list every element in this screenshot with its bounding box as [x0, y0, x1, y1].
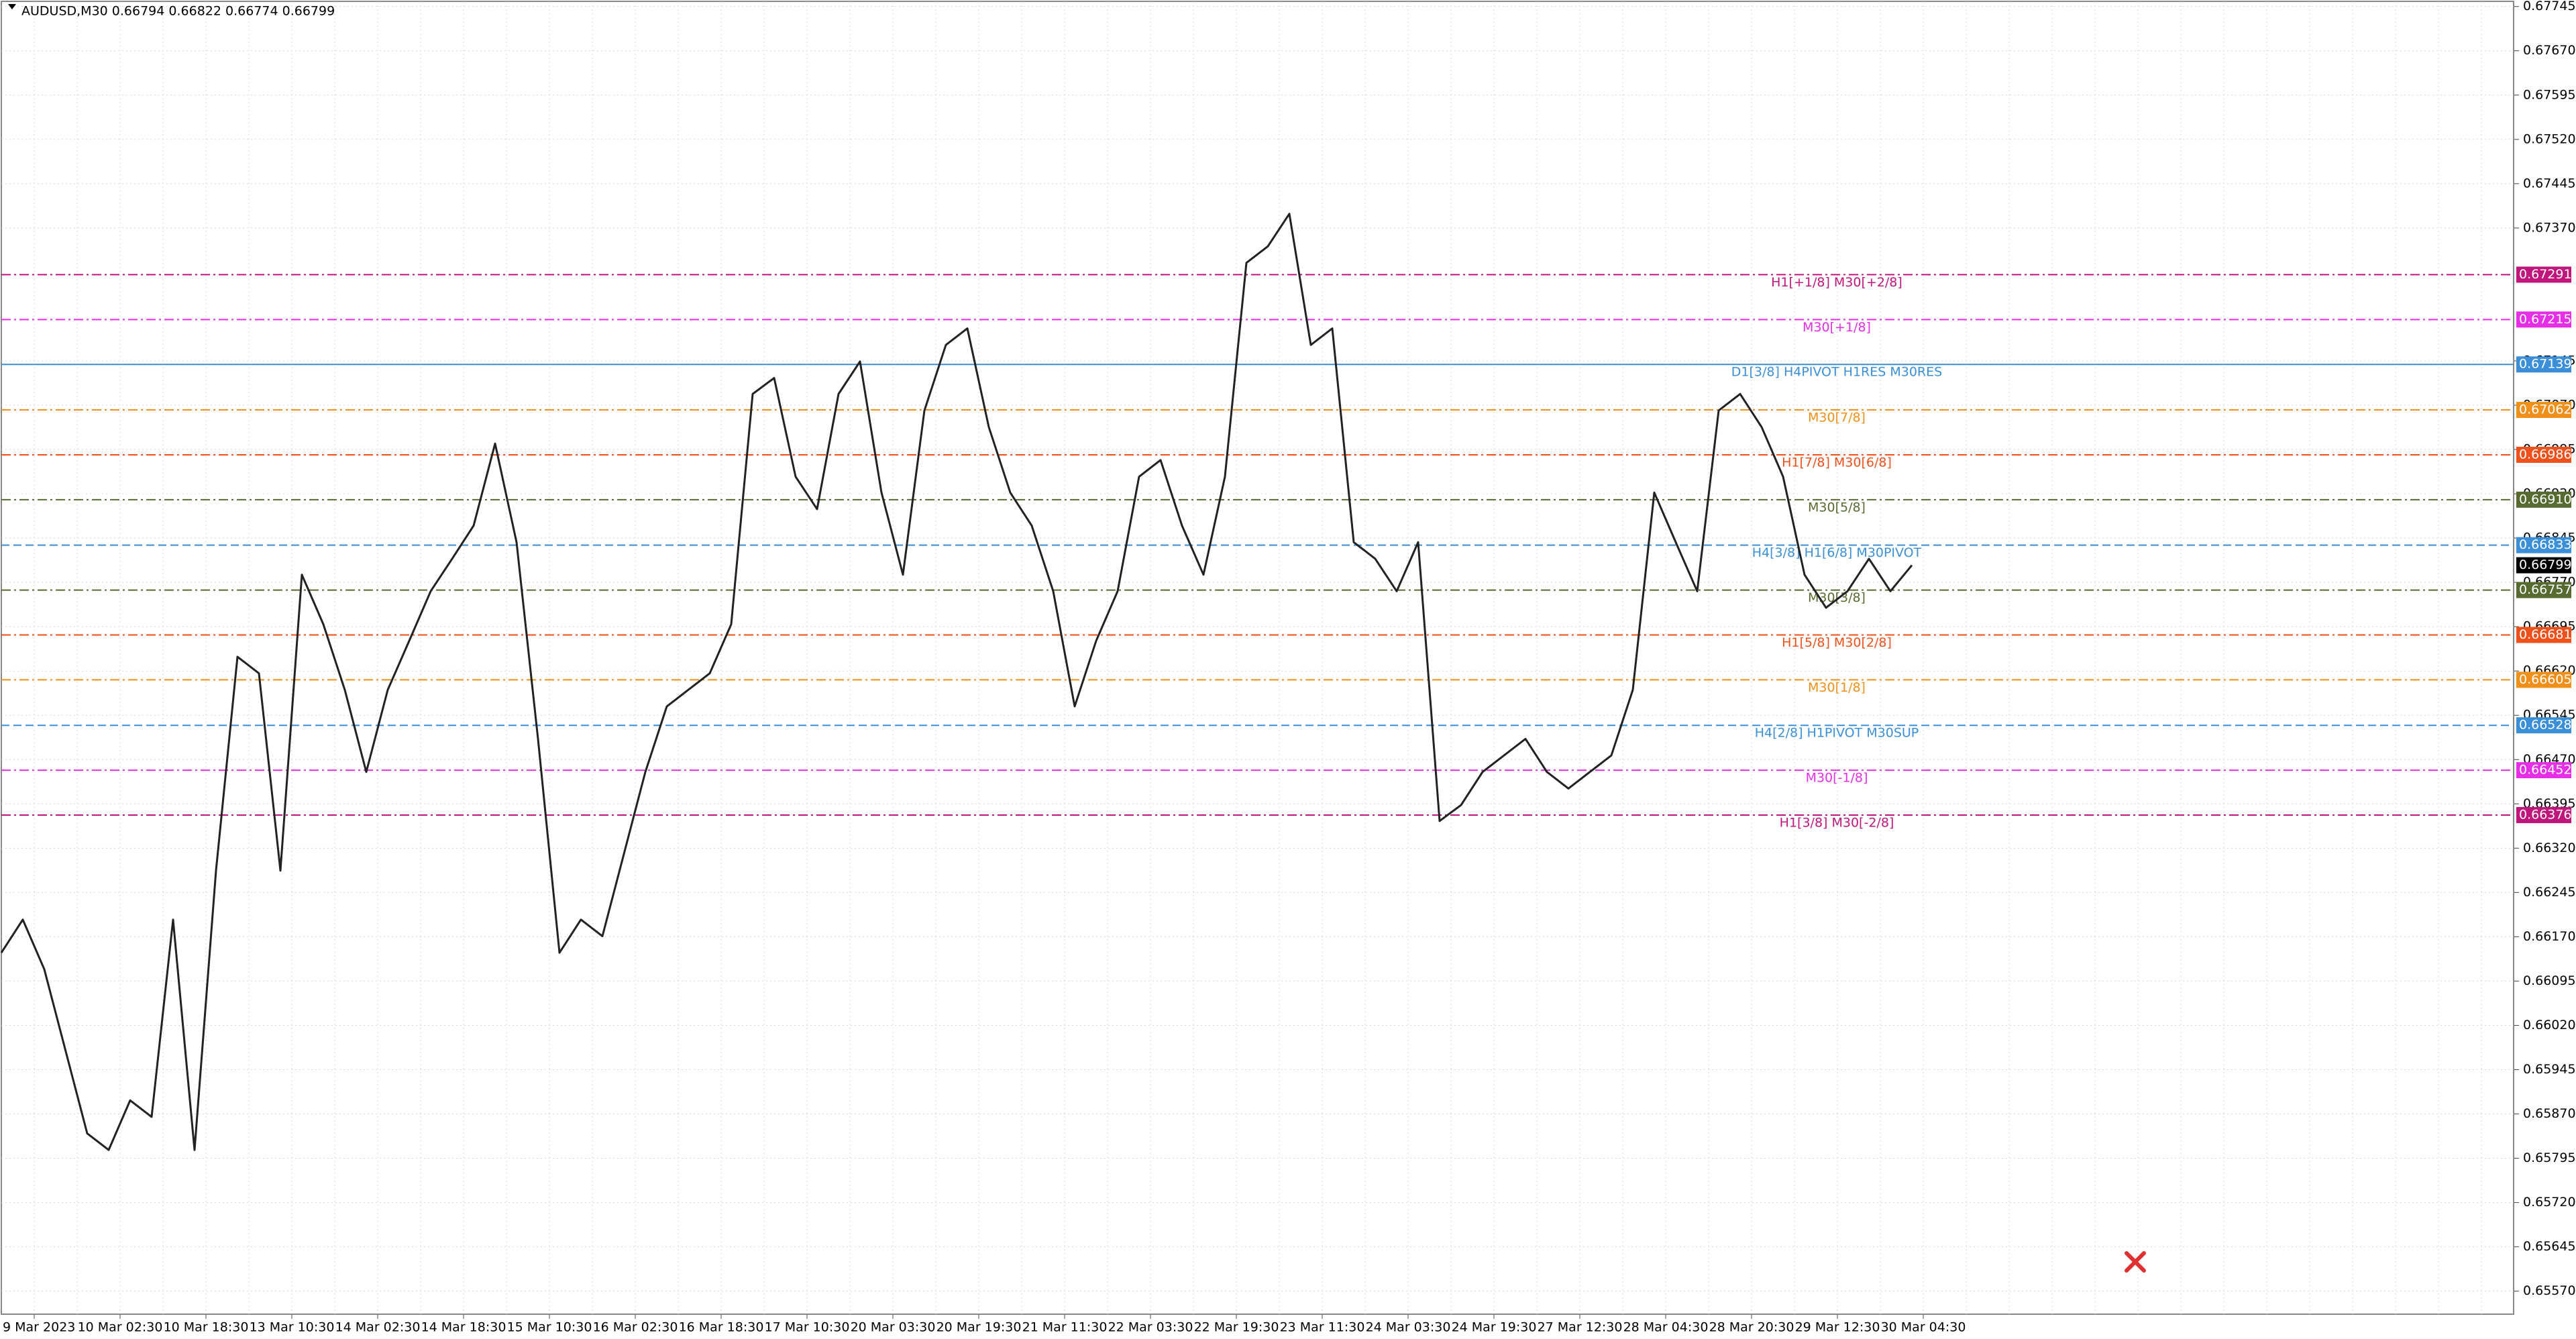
- price-line: [0, 213, 1913, 1151]
- y-tick-label: 0.67370: [2523, 220, 2576, 235]
- chart-title: AUDUSD,M30 0.66794 0.66822 0.66774 0.667…: [21, 4, 335, 19]
- x-tick-label: 16 Mar 18:30: [679, 1320, 764, 1335]
- level-price-box: [2516, 402, 2571, 419]
- level-name: D1[3/8] H4PIVOT H1RES M30RES: [1731, 365, 1942, 380]
- x-tick-label: 21 Mar 11:30: [1022, 1320, 1108, 1335]
- level-price-label: 0.67139: [2519, 357, 2572, 372]
- y-tick-label: 0.65945: [2523, 1062, 2576, 1077]
- x-tick-label: 20 Mar 03:30: [851, 1320, 936, 1335]
- y-tick-label: 0.67595: [2523, 87, 2576, 102]
- x-tick-label: 20 Mar 19:30: [936, 1320, 1022, 1335]
- x-tick-label: 22 Mar 19:30: [1194, 1320, 1279, 1335]
- level-name: H1[+1/8] M30[+2/8]: [1771, 275, 1902, 290]
- level-name: H4[2/8] H1PIVOT M30SUP: [1755, 726, 1919, 741]
- level-name: M30[5/8]: [1808, 500, 1866, 515]
- level-price-label: 0.66833: [2519, 537, 2572, 552]
- grid: [1, 1, 2514, 1314]
- price-series: [0, 213, 1913, 1151]
- level-price-label: 0.66376: [2519, 808, 2572, 822]
- level-price-box: [2516, 627, 2571, 643]
- level-price-box: [2516, 311, 2571, 328]
- level-price-label: 0.66910: [2519, 492, 2572, 506]
- level-price-box: [2516, 582, 2571, 598]
- level-price-box: [2516, 356, 2571, 373]
- x-tick-label: 24 Mar 19:30: [1452, 1320, 1537, 1335]
- y-tick-label: 0.67745: [2523, 0, 2576, 13]
- level-name: M30[1/8]: [1808, 680, 1866, 695]
- x-tick-label: 9 Mar 2023: [3, 1320, 75, 1335]
- level-name: M30[7/8]: [1808, 411, 1866, 425]
- level-name: H1[7/8] M30[6/8]: [1782, 455, 1892, 470]
- level-price-label: 0.67215: [2519, 312, 2572, 327]
- x-tick-label: 13 Mar 10:30: [250, 1320, 335, 1335]
- y-tick-label: 0.65645: [2523, 1239, 2576, 1254]
- y-tick-label: 0.65570: [2523, 1283, 2576, 1298]
- collapse-icon[interactable]: [8, 4, 16, 9]
- level-name: H1[3/8] M30[-2/8]: [1780, 816, 1894, 831]
- y-tick-label: 0.65795: [2523, 1150, 2576, 1165]
- level-price-box: [2516, 717, 2571, 734]
- current-price-box: [2516, 557, 2571, 574]
- x-tick-label: 28 Mar 04:30: [1623, 1320, 1709, 1335]
- x-tick-label: 14 Mar 18:30: [421, 1320, 506, 1335]
- y-tick-label: 0.66020: [2523, 1018, 2576, 1032]
- y-tick-label: 0.66245: [2523, 885, 2576, 900]
- y-tick-label: 0.66170: [2523, 929, 2576, 944]
- y-tick-label: 0.66320: [2523, 841, 2576, 855]
- x-tick-label: 22 Mar 03:30: [1108, 1320, 1193, 1335]
- x-tick-label: 23 Mar 11:30: [1280, 1320, 1365, 1335]
- level-price-label: 0.66986: [2519, 447, 2572, 462]
- plot-frame: [1, 1, 2514, 1315]
- level-price-label: 0.66452: [2519, 763, 2572, 778]
- level-name: M30[+1/8]: [1803, 320, 1871, 335]
- level-price-box: [2516, 491, 2571, 508]
- x-tick-label: 14 Mar 02:30: [335, 1320, 421, 1335]
- level-name: H1[5/8] M30[2/8]: [1782, 635, 1892, 650]
- x-tick-label: 29 Mar 12:30: [1795, 1320, 1880, 1335]
- level-price-label: 0.66605: [2519, 672, 2572, 687]
- y-tick-label: 0.67520: [2523, 131, 2576, 146]
- level-name: M30[-1/8]: [1806, 771, 1868, 786]
- y-tick-label: 0.67445: [2523, 176, 2576, 191]
- y-tick-label: 0.67670: [2523, 43, 2576, 58]
- x-tick-label: 10 Mar 18:30: [164, 1320, 249, 1335]
- x-tick-label: 24 Mar 03:30: [1366, 1320, 1451, 1335]
- x-tick-label: 27 Mar 12:30: [1538, 1320, 1623, 1335]
- x-tick-label: 17 Mar 10:30: [765, 1320, 850, 1335]
- axes: 0.67745 0.67670 0.67595 0.67520 0.67445 0.673…: [3, 0, 2576, 1335]
- levels: H1[+1/8] M30[+2/8] M30[+1/8] D1[3/8] H4PIV…: [1, 274, 2514, 831]
- level-name: H4[3/8] H1[6/8] M30PIVOT: [1752, 545, 1922, 560]
- current-price-label: 0.66799: [2519, 557, 2572, 572]
- level-price-label: 0.67291: [2519, 267, 2572, 282]
- level-price-label: 0.66681: [2519, 627, 2572, 642]
- level-price-label: 0.67062: [2519, 403, 2572, 417]
- y-tick-label: 0.66095: [2523, 973, 2576, 988]
- level-price-label: 0.66757: [2519, 582, 2572, 597]
- level-price-box: [2516, 446, 2571, 463]
- level-price-box: [2516, 762, 2571, 779]
- x-tick-label: 16 Mar 02:30: [593, 1320, 678, 1335]
- level-price-box: [2516, 807, 2571, 824]
- close-icon[interactable]: [2125, 1251, 2146, 1273]
- y-tick-label: 0.65870: [2523, 1106, 2576, 1121]
- level-price-box: [2516, 266, 2571, 283]
- x-tick-label: 28 Mar 20:30: [1709, 1320, 1794, 1335]
- level-price-label: 0.66528: [2519, 718, 2572, 733]
- level-price-box: [2516, 537, 2571, 553]
- y-tick-label: 0.65720: [2523, 1195, 2576, 1210]
- level-price-box: [2516, 672, 2571, 688]
- x-tick-label: 10 Mar 02:30: [78, 1320, 163, 1335]
- x-tick-label: 15 Mar 10:30: [507, 1320, 592, 1335]
- x-tick-label: 30 Mar 04:30: [1881, 1320, 1966, 1335]
